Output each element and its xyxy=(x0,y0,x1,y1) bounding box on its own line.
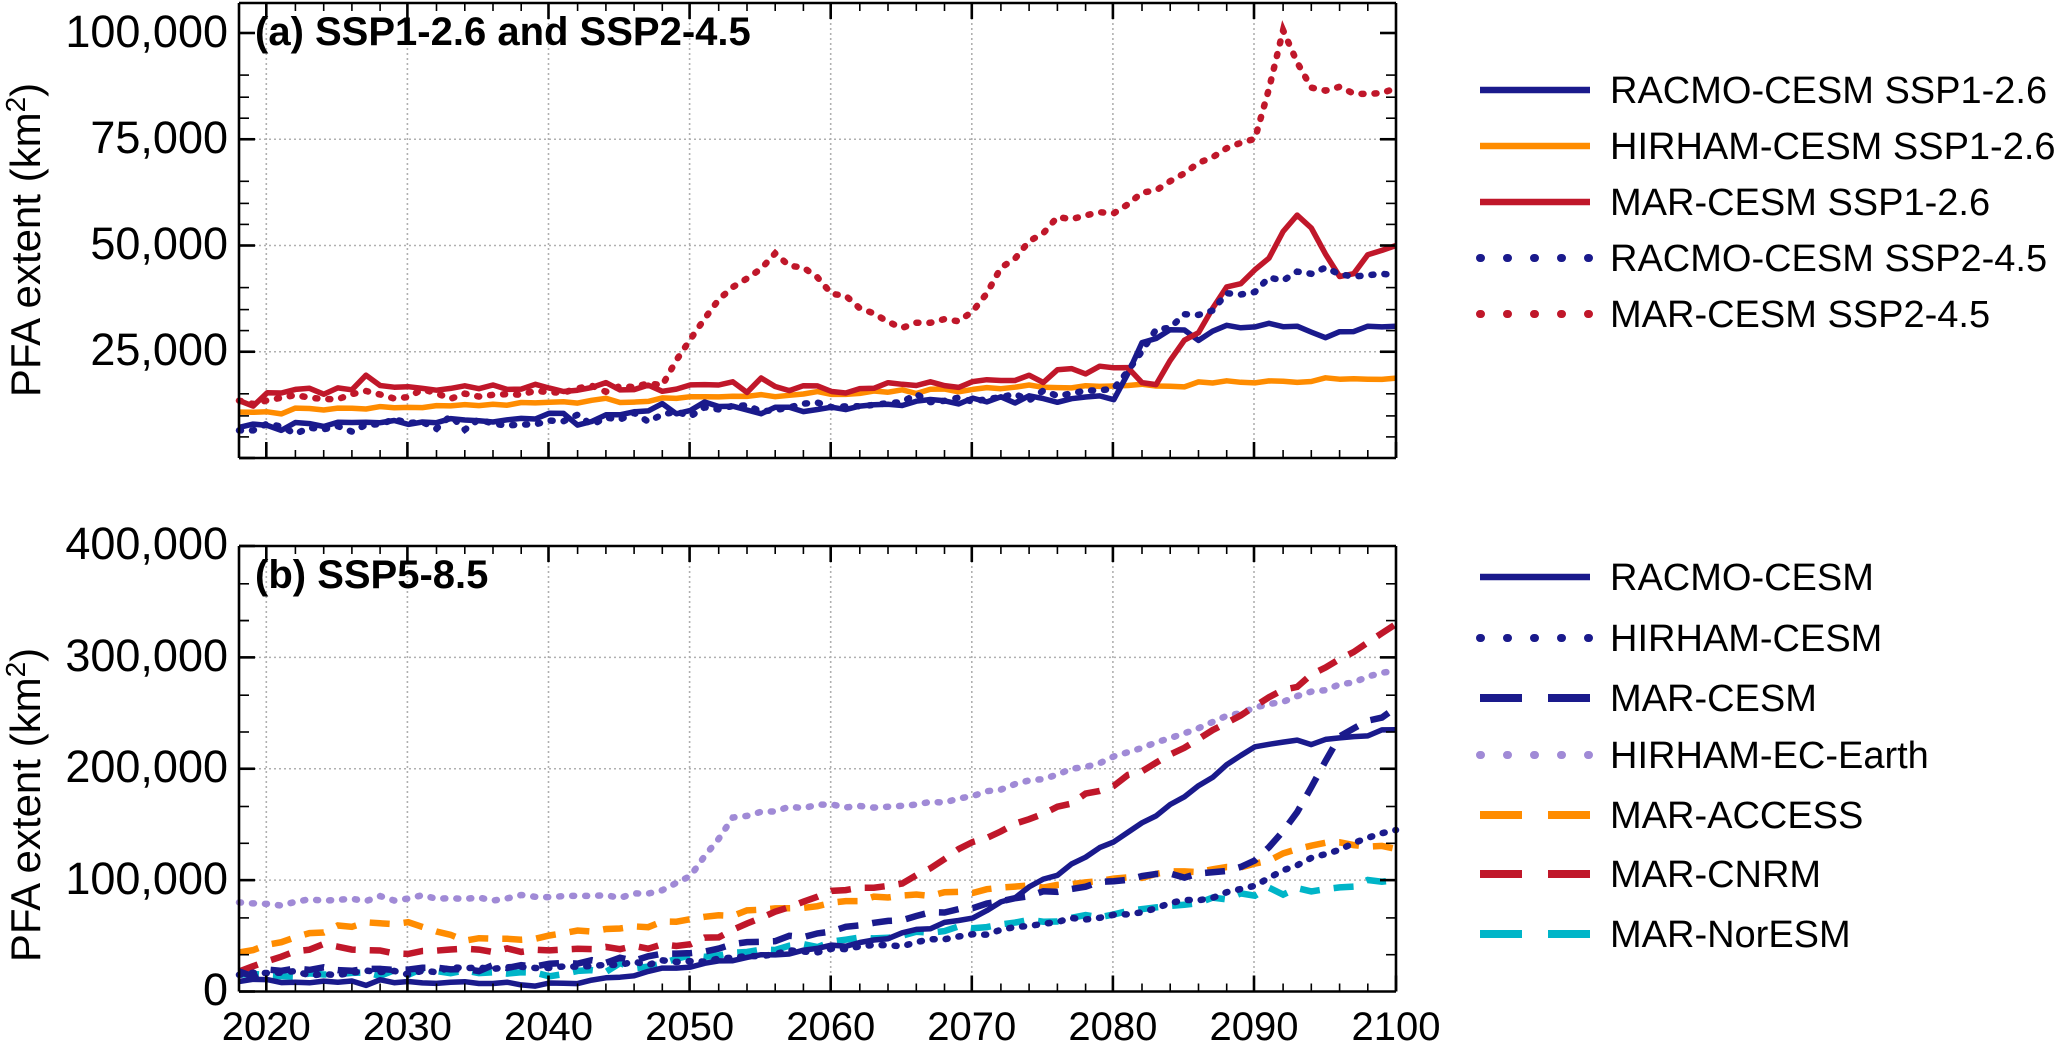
svg-text:2040: 2040 xyxy=(504,1005,593,1043)
svg-text:2090: 2090 xyxy=(1210,1005,1299,1043)
svg-text:200,000: 200,000 xyxy=(65,741,228,792)
svg-text:MAR-CESM SSP2-4.5: MAR-CESM SSP2-4.5 xyxy=(1610,294,1990,336)
svg-text:2030: 2030 xyxy=(363,1005,452,1043)
svg-text:50,000: 50,000 xyxy=(90,218,228,269)
svg-text:PFA extent (km2): PFA extent (km2) xyxy=(0,648,49,962)
svg-text:2060: 2060 xyxy=(786,1005,875,1043)
svg-text:MAR-CESM: MAR-CESM xyxy=(1610,678,1817,720)
svg-text:2080: 2080 xyxy=(1068,1005,1157,1043)
svg-text:2070: 2070 xyxy=(927,1005,1016,1043)
svg-text:2100: 2100 xyxy=(1352,1005,1441,1043)
svg-text:75,000: 75,000 xyxy=(90,112,228,163)
svg-text:400,000: 400,000 xyxy=(65,518,228,569)
svg-text:HIRHAM-CESM: HIRHAM-CESM xyxy=(1610,618,1882,660)
svg-text:2050: 2050 xyxy=(645,1005,734,1043)
svg-text:RACMO-CESM SSP2-4.5: RACMO-CESM SSP2-4.5 xyxy=(1610,238,2047,280)
svg-text:HIRHAM-EC-Earth: HIRHAM-EC-Earth xyxy=(1610,735,1929,777)
svg-text:100,000: 100,000 xyxy=(65,853,228,904)
svg-text:MAR-ACCESS: MAR-ACCESS xyxy=(1610,795,1863,837)
svg-text:PFA extent (km2): PFA extent (km2) xyxy=(0,83,49,397)
svg-text:100,000: 100,000 xyxy=(65,6,228,57)
svg-text:2020: 2020 xyxy=(222,1005,311,1043)
svg-text:RACMO-CESM: RACMO-CESM xyxy=(1610,557,1874,599)
svg-text:MAR-NorESM: MAR-NorESM xyxy=(1610,914,1851,956)
svg-text:RACMO-CESM SSP1-2.6: RACMO-CESM SSP1-2.6 xyxy=(1610,70,2047,112)
svg-text:MAR-CESM SSP1-2.6: MAR-CESM SSP1-2.6 xyxy=(1610,182,1990,224)
svg-text:(a) SSP1-2.6 and SSP2-4.5: (a) SSP1-2.6 and SSP2-4.5 xyxy=(255,10,751,54)
svg-text:300,000: 300,000 xyxy=(65,630,228,681)
svg-text:MAR-CNRM: MAR-CNRM xyxy=(1610,854,1821,896)
svg-text:25,000: 25,000 xyxy=(90,324,228,375)
svg-text:(b) SSP5-8.5: (b) SSP5-8.5 xyxy=(255,553,488,597)
svg-text:HIRHAM-CESM SSP1-2.6: HIRHAM-CESM SSP1-2.6 xyxy=(1610,126,2056,168)
